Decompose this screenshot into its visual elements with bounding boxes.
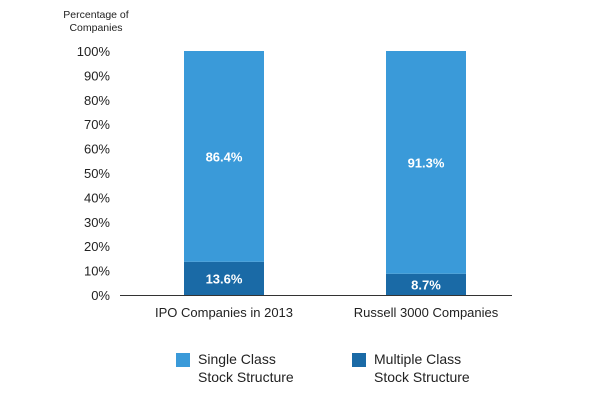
bar-value-labels: 13.6% 86.4% 8.7% 91.3% [206,149,445,292]
bar-value-label: 13.6% [206,271,243,286]
y-axis-label-line-2: Companies [69,22,122,34]
bars [184,51,466,295]
y-tick-label: 20% [84,239,110,254]
y-tick-label: 0% [91,288,110,303]
legend-item-single-class: Single Class Stock Structure [176,350,328,390]
bar-segment-single-0 [184,51,264,262]
bar-segment-single-1 [386,51,466,274]
bar-segment-multiple-0 [184,261,264,295]
y-axis-label-line-1: Percentage of [63,9,128,21]
y-tick-label: 40% [84,190,110,205]
legend-label-single-line-2: Stock Structure [198,369,294,385]
y-tick-label: 100% [77,44,111,59]
y-tick-label: 50% [84,166,110,181]
legend-label-single-line-1: Single Class [198,351,276,367]
bar-value-label: 86.4% [206,149,243,164]
y-tick-label: 70% [84,117,110,132]
legend-swatch-single-class [176,353,190,367]
stacked-bar-chart: Percentage of Companies 0% 10% 20% 30% 40% 50… [63,9,512,320]
legend-label-multiple-line-1: Multiple Class [374,351,462,367]
bar-segment-multiple-1 [386,273,466,295]
y-tick-label: 90% [84,68,110,83]
legend-item-multiple-class: Multiple Class Stock Structure [352,350,504,390]
legend-swatch-multiple-class [352,353,366,367]
y-tick-label: 60% [84,142,110,157]
category-label: Russell 3000 Companies [354,305,499,320]
y-tick-label: 30% [84,215,110,230]
y-tick-label: 80% [84,93,110,108]
bar-value-label: 91.3% [408,155,445,170]
category-label: IPO Companies in 2013 [155,305,293,320]
y-tick-labels: 0% 10% 20% 30% 40% 50% 60% 70% 80% 90% 100% [77,44,111,303]
category-labels: IPO Companies in 2013 Russell 3000 Compan… [155,305,499,320]
legend-label-multiple-line-2: Stock Structure [374,369,470,385]
bar-value-label: 8.7% [411,277,441,292]
y-tick-label: 10% [84,264,110,279]
